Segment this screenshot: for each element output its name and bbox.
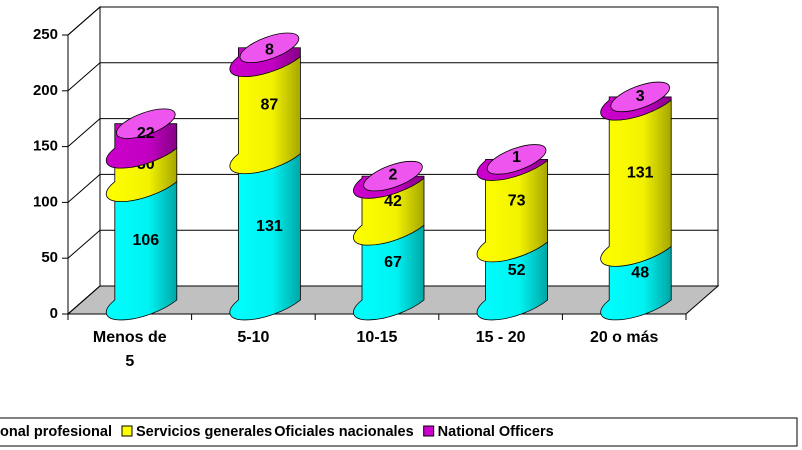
cylinder-segment: [476, 144, 548, 181]
value-label: 131: [256, 218, 283, 235]
cylinder-part: [116, 108, 176, 139]
x-tick-label: 20 o más: [589, 329, 659, 346]
y-tick-label: 50: [41, 249, 58, 266]
cylinder-segment: [600, 81, 672, 121]
y-tick-label: 200: [33, 82, 58, 99]
cylinder-segment: [229, 32, 301, 78]
x-tick-label: 5-10: [237, 329, 270, 346]
cylinder-part: [239, 32, 300, 63]
value-label: 87: [261, 96, 279, 113]
grid-line: [67, 62, 718, 92]
value-label: 42: [384, 193, 402, 210]
x-tick-label: 15 - 20: [475, 329, 526, 346]
cylinder-part: [477, 160, 548, 262]
value-label: 1: [512, 149, 521, 166]
cylinder-segment: [353, 224, 425, 321]
value-label: 48: [631, 264, 649, 281]
legend-label: Oficiales nacionales: [274, 424, 413, 440]
legend-marker: [121, 425, 133, 437]
value-label: 67: [384, 254, 402, 271]
y-tick-label: 100: [33, 193, 58, 210]
cylinder-part: [600, 100, 672, 267]
cylinder-part: [229, 56, 301, 174]
cylinder-part: [486, 144, 547, 175]
cylinder-segment: [353, 160, 425, 199]
grid-line: [67, 6, 718, 36]
x-tick-label: Menos de 5: [92, 329, 167, 370]
y-tick-label: 0: [50, 305, 58, 322]
cylinder-segment: [600, 99, 672, 267]
side-wall: [67, 5, 101, 316]
value-label: 8: [265, 41, 274, 58]
legend-label: National Officers: [438, 424, 554, 440]
cylinder-segment: [229, 56, 301, 175]
cylinder-segment: [105, 108, 178, 169]
cylinder-part: [106, 181, 177, 320]
value-label: 22: [137, 125, 155, 142]
cylinder-part: [610, 81, 670, 113]
x-tick-label: 10-15: [356, 329, 398, 346]
cylinder-segment: [229, 153, 301, 321]
value-label: 2: [389, 166, 398, 183]
value-label: 3: [636, 88, 645, 105]
cylinder-part: [353, 225, 424, 320]
cylinder-part: [229, 153, 301, 320]
y-tick-label: 150: [33, 138, 58, 155]
cylinder-segment: [476, 160, 548, 263]
legend-box: [0, 417, 798, 447]
cylinder-part: [363, 160, 423, 192]
value-label: 131: [627, 165, 654, 182]
value-label: 73: [508, 192, 526, 209]
value-label: 52: [508, 262, 526, 279]
value-label: 106: [132, 232, 159, 249]
grid-line: [67, 118, 718, 147]
legend-marker: [423, 425, 435, 437]
legend-label: Servicios generales: [136, 424, 272, 440]
legend-label: onal profesional: [0, 424, 112, 440]
y-tick-label: 250: [33, 26, 58, 43]
cylinder-segment: [105, 181, 178, 321]
